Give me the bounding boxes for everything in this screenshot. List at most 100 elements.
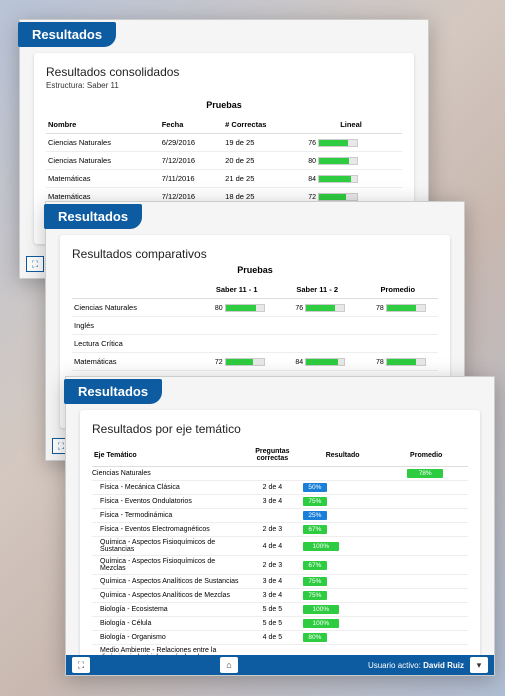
col-avg: Promedio — [357, 281, 438, 299]
topic-result: 67% — [301, 556, 385, 575]
card-footer-bar: ⛶ ⌂ Usuario activo: David Ruiz ▾ — [66, 655, 494, 675]
topic-correct: 3 de 4 — [244, 589, 301, 603]
topic-name: Química - Aspectos Fisioquímicos de Sust… — [92, 537, 244, 556]
table-row: Ciencias Naturales807678 — [72, 299, 438, 317]
topic-name: Biología - Célula — [92, 617, 244, 631]
category-name: Ciencias Naturales — [92, 467, 244, 481]
topic-row: Biología - Célula5 de 5100% — [92, 617, 468, 631]
topic-correct: 2 de 3 — [244, 523, 301, 537]
topic-result: 75% — [301, 495, 385, 509]
topic-row: Biología - Organismo4 de 580% — [92, 631, 468, 645]
cell-score: 84 — [300, 170, 402, 188]
topic-result: 67% — [301, 523, 385, 537]
topic-correct: 5 de 5 — [244, 603, 301, 617]
cell-score: 76 — [277, 299, 358, 317]
table-row: Lectura Crítica — [72, 335, 438, 353]
topic-correct: 3 de 4 — [244, 495, 301, 509]
cell-name: Ciencias Naturales — [46, 152, 160, 170]
table-row: Matemáticas728478 — [72, 353, 438, 371]
card-title-tab: Resultados — [18, 22, 116, 47]
user-menu-button[interactable]: ▾ — [470, 657, 488, 673]
cell-subject: Ciencias Naturales — [72, 299, 196, 317]
topic-row: Física - Termodinámica 25% — [92, 509, 468, 523]
col-correct: # Correctas — [223, 116, 300, 134]
table-row: Ciencias Naturales6/29/201619 de 2576 — [46, 134, 402, 152]
topic-correct — [244, 509, 301, 523]
topic-name: Biología - Ecosistema — [92, 603, 244, 617]
col-test1: Saber 11 - 1 — [196, 281, 277, 299]
card-title-tab: Resultados — [64, 379, 162, 404]
topic-result: 100% — [301, 603, 385, 617]
topic-name: Física - Mecánica Clásica — [92, 481, 244, 495]
topic-row: Biología - Ecosistema5 de 5100% — [92, 603, 468, 617]
col-date: Fecha — [160, 116, 223, 134]
topic-result: 25% — [301, 509, 385, 523]
col-name: Nombre — [46, 116, 160, 134]
category-row: Ciencias Naturales 78% — [92, 467, 468, 481]
topic-name: Química - Aspectos Fisioquímicos de Mezc… — [92, 556, 244, 575]
topic-correct: 5 de 5 — [244, 617, 301, 631]
expand-icon[interactable]: ⛶ — [26, 256, 44, 272]
active-user-label: Usuario activo: David Ruiz — [368, 661, 464, 670]
topic-name: Física - Eventos Electromagnéticos — [92, 523, 244, 537]
topic-correct: 4 de 5 — [244, 631, 301, 645]
topic-result: 100% — [301, 537, 385, 556]
cell-correct: 21 de 25 — [223, 170, 300, 188]
topic-row: Física - Eventos Ondulatorios3 de 475% — [92, 495, 468, 509]
topic-name: Química - Aspectos Analíticos de Sustanc… — [92, 575, 244, 589]
cell-correct: 20 de 25 — [223, 152, 300, 170]
topic-row: Química - Aspectos Analíticos de Mezclas… — [92, 589, 468, 603]
card-title-tab: Resultados — [44, 204, 142, 229]
home-button[interactable]: ⌂ — [220, 657, 238, 673]
topic-result: 80% — [301, 631, 385, 645]
section-label: Pruebas — [46, 100, 402, 110]
card-heading: Resultados por eje temático — [92, 422, 468, 436]
topic-row: Física - Eventos Electromagnéticos2 de 3… — [92, 523, 468, 537]
col-correct: Preguntas correctas — [244, 444, 301, 467]
topic-row: Química - Aspectos Fisioquímicos de Mezc… — [92, 556, 468, 575]
topic-correct: 4 de 4 — [244, 537, 301, 556]
col-subject — [72, 281, 196, 299]
col-test2: Saber 11 - 2 — [277, 281, 358, 299]
col-topic: Eje Temático — [92, 444, 244, 467]
topic-name: Física - Termodinámica — [92, 509, 244, 523]
cell-score: 78 — [357, 353, 438, 371]
card-heading: Resultados comparativos — [72, 247, 438, 261]
section-label: Pruebas — [72, 265, 438, 275]
card-content: Resultados por eje temático Eje Temático… — [80, 410, 480, 658]
topic-row: Física - Mecánica Clásica2 de 450% — [92, 481, 468, 495]
topic-correct: 2 de 3 — [244, 556, 301, 575]
topic-result: 75% — [301, 575, 385, 589]
topic-result: 75% — [301, 589, 385, 603]
cell-name: Ciencias Naturales — [46, 134, 160, 152]
cell-score: 80 — [196, 299, 277, 317]
card-subheading: Estructura: Saber 11 — [46, 81, 402, 90]
cell-name: Matemáticas — [46, 170, 160, 188]
results-card-topics: Resultados Resultados por eje temático E… — [65, 376, 495, 676]
topic-result: 100% — [301, 617, 385, 631]
cell-date: 6/29/2016 — [160, 134, 223, 152]
cell-date: 7/11/2016 — [160, 170, 223, 188]
topics-table: Eje Temático Preguntas correctas Resulta… — [92, 444, 468, 658]
topic-name: Química - Aspectos Analíticos de Mezclas — [92, 589, 244, 603]
topic-name: Biología - Organismo — [92, 631, 244, 645]
card-heading: Resultados consolidados — [46, 65, 402, 79]
cell-score: 80 — [300, 152, 402, 170]
topic-row: Química - Aspectos Analíticos de Sustanc… — [92, 575, 468, 589]
cell-score: 72 — [196, 353, 277, 371]
table-row: Ciencias Naturales7/12/201620 de 2580 — [46, 152, 402, 170]
consolidated-table: Nombre Fecha # Correctas Lineal Ciencias… — [46, 116, 402, 206]
cell-score: 76 — [300, 134, 402, 152]
topic-correct: 3 de 4 — [244, 575, 301, 589]
category-avg: 78% — [384, 467, 468, 481]
cell-subject: Lectura Crítica — [72, 335, 196, 353]
cell-score: 78 — [357, 299, 438, 317]
cell-subject: Inglés — [72, 317, 196, 335]
cell-score: 84 — [277, 353, 358, 371]
topic-result: 50% — [301, 481, 385, 495]
cell-date: 7/12/2016 — [160, 152, 223, 170]
topic-row: Química - Aspectos Fisioquímicos de Sust… — [92, 537, 468, 556]
expand-button[interactable]: ⛶ — [72, 657, 90, 673]
table-row: Matemáticas7/11/201621 de 2584 — [46, 170, 402, 188]
topic-name: Física - Eventos Ondulatorios — [92, 495, 244, 509]
